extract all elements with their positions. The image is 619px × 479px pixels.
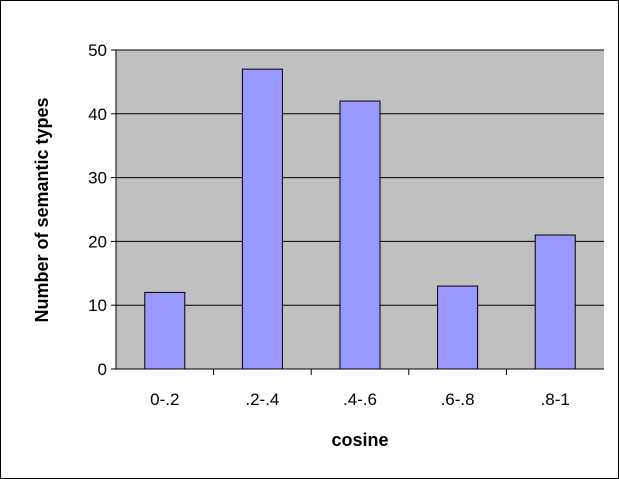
bars — [144, 68, 576, 370]
x-tick-label: .8-1 — [541, 390, 570, 409]
bar-2 — [339, 100, 381, 370]
y-tick-label: 10 — [88, 296, 107, 315]
x-tick-label: .2-.4 — [245, 390, 279, 409]
y-tick-label: 0 — [98, 360, 107, 379]
bar-3 — [437, 285, 479, 370]
x-tick-label: 0-.2 — [150, 390, 179, 409]
x-tick-label: .6-.8 — [441, 390, 475, 409]
x-axis-title: cosine — [331, 430, 388, 450]
x-axis-ticks: 0-.2 .2-.4 .4-.6 .6-.8 .8-1 — [150, 369, 570, 409]
bar-0 — [144, 291, 186, 370]
bar-1 — [241, 68, 283, 370]
bar-4 — [534, 234, 576, 370]
y-tick-label: 50 — [88, 41, 107, 60]
y-tick-label: 40 — [88, 105, 107, 124]
x-tick-label: .4-.6 — [343, 390, 377, 409]
y-axis-title: Number of semantic types — [32, 97, 52, 322]
y-tick-label: 30 — [88, 169, 107, 188]
y-tick-label: 20 — [88, 232, 107, 251]
y-axis-ticks: 0 10 20 30 40 50 — [88, 41, 116, 379]
